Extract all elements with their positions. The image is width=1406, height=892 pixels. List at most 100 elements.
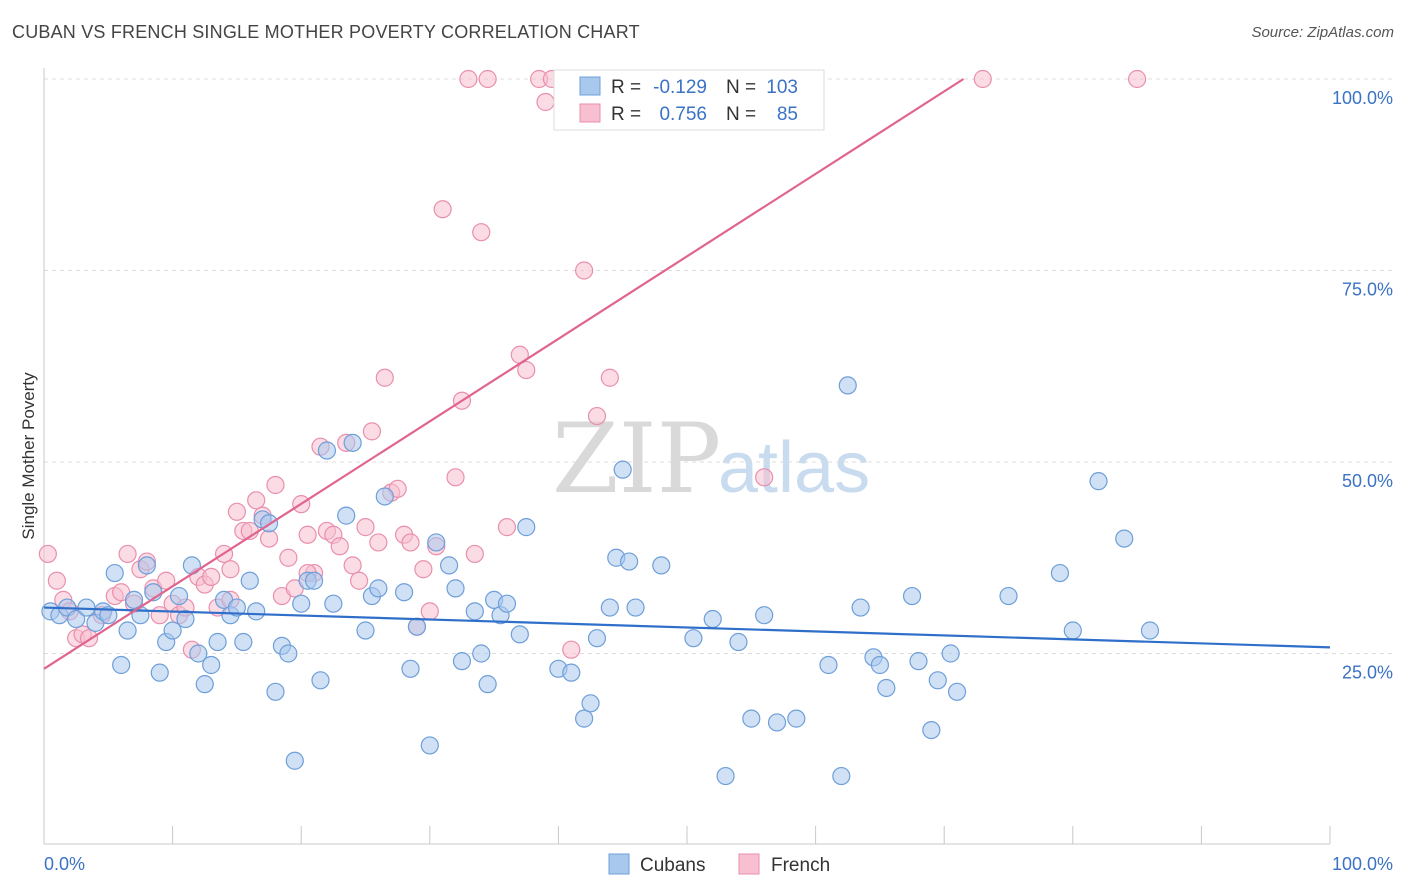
cubans-trend-line [43, 606, 1331, 649]
cubans-point [832, 766, 851, 786]
french-trend-line [43, 78, 965, 670]
cubans-point [497, 594, 517, 613]
cubans-point [517, 518, 536, 537]
french-point [298, 525, 317, 544]
french-point [517, 360, 536, 380]
cubans-point [620, 552, 639, 571]
cubans-point [227, 598, 246, 617]
cubans-point [169, 586, 189, 606]
cubans-point [703, 609, 722, 629]
cubans-point [240, 571, 259, 590]
cubans-point [343, 433, 362, 452]
x-axis-ticks [43, 826, 1331, 844]
cubans-point [626, 598, 645, 617]
cubans-point [819, 655, 838, 675]
cubans-point [401, 659, 420, 678]
cubans-point [1089, 472, 1108, 491]
french-point [259, 529, 279, 548]
french-point [369, 533, 388, 552]
bottom-legend-swatch-cubans [608, 853, 630, 875]
cubans-point [150, 663, 169, 682]
cubans-point [292, 594, 311, 613]
bottom-legend-french: French [771, 855, 830, 876]
french-point [343, 556, 362, 575]
cubans-point [902, 586, 922, 606]
cubans-point [112, 655, 131, 675]
x-tick-label-max: 100.0% [1332, 854, 1393, 874]
french-point [420, 602, 439, 621]
french-point [587, 406, 607, 426]
cubans-point [99, 606, 118, 625]
french-point [465, 544, 484, 564]
cubans-point [652, 556, 671, 575]
cubans-point [394, 583, 414, 602]
cubans-point [787, 709, 806, 728]
cubans-point [407, 617, 427, 636]
cubans-point [137, 556, 156, 575]
watermark-atlas: atlas [718, 428, 870, 508]
cubans-point [317, 441, 337, 460]
legend-n-value-french: 85 [777, 104, 798, 125]
french-point [433, 200, 452, 219]
cubans-point [247, 602, 266, 621]
cubans-point [337, 506, 356, 525]
gridlines [44, 78, 1392, 654]
legend-bottom: Cubans French [608, 853, 830, 876]
cubans-point [311, 671, 330, 690]
legend-swatch-cubans [579, 76, 601, 96]
cubans-point [1140, 621, 1160, 640]
french-point [973, 69, 992, 89]
cubans-point [369, 579, 388, 598]
cubans-point [285, 751, 304, 770]
cubans-point [1115, 529, 1134, 548]
cubans-point [279, 644, 298, 663]
cubans-point [375, 487, 394, 506]
legend-r-value-french: 0.756 [659, 104, 707, 125]
cubans-point [587, 629, 607, 648]
french-point [478, 69, 497, 89]
y-tick-label: 100.0% [1332, 88, 1393, 108]
legend-n-value-cubans: 103 [766, 77, 798, 98]
french-point [227, 502, 246, 521]
chart-title: CUBAN VS FRENCH SINGLE MOTHER POVERTY CO… [12, 22, 640, 42]
cubans-point [189, 644, 208, 663]
bottom-legend-cubans: Cubans [640, 855, 706, 876]
french-point [562, 640, 581, 659]
cubans-point [909, 652, 928, 671]
french-point [536, 92, 555, 112]
legend-r-label-cubans: R = [611, 77, 641, 98]
cubans-point [941, 644, 960, 663]
cubans-point [439, 556, 459, 575]
cubans-point [118, 621, 137, 640]
y-tick-label: 50.0% [1342, 471, 1393, 491]
cubans-point [613, 460, 632, 479]
cubans-point [877, 678, 896, 698]
y-axis-labels: 25.0% 50.0% 75.0% 100.0% [1332, 88, 1393, 683]
cubans-point [67, 609, 86, 629]
y-axis-title: Single Mother Poverty [19, 372, 38, 540]
french-point [401, 533, 420, 552]
french-point [575, 261, 594, 280]
cubans-point [922, 720, 941, 740]
cubans-point [176, 609, 195, 629]
legend-n-label-french: N = [726, 104, 756, 125]
french-points [38, 69, 1147, 659]
french-point [356, 518, 375, 537]
cubans-point [472, 644, 491, 663]
cubans-point [420, 736, 439, 755]
cubans-point [452, 652, 472, 671]
x-tick-label-min: 0.0% [44, 854, 85, 874]
french-point [202, 567, 221, 587]
legend-r-label-french: R = [611, 104, 641, 125]
cubans-point [77, 598, 96, 617]
french-point [600, 368, 619, 387]
legend-n-label-cubans: N = [726, 77, 756, 98]
bottom-legend-swatch-french [738, 853, 760, 875]
cubans-point [947, 682, 967, 701]
french-point [497, 518, 517, 537]
y-tick-label: 25.0% [1342, 663, 1393, 683]
cubans-point [266, 682, 285, 701]
cubans-point [427, 533, 446, 552]
cubans-point [105, 563, 124, 583]
